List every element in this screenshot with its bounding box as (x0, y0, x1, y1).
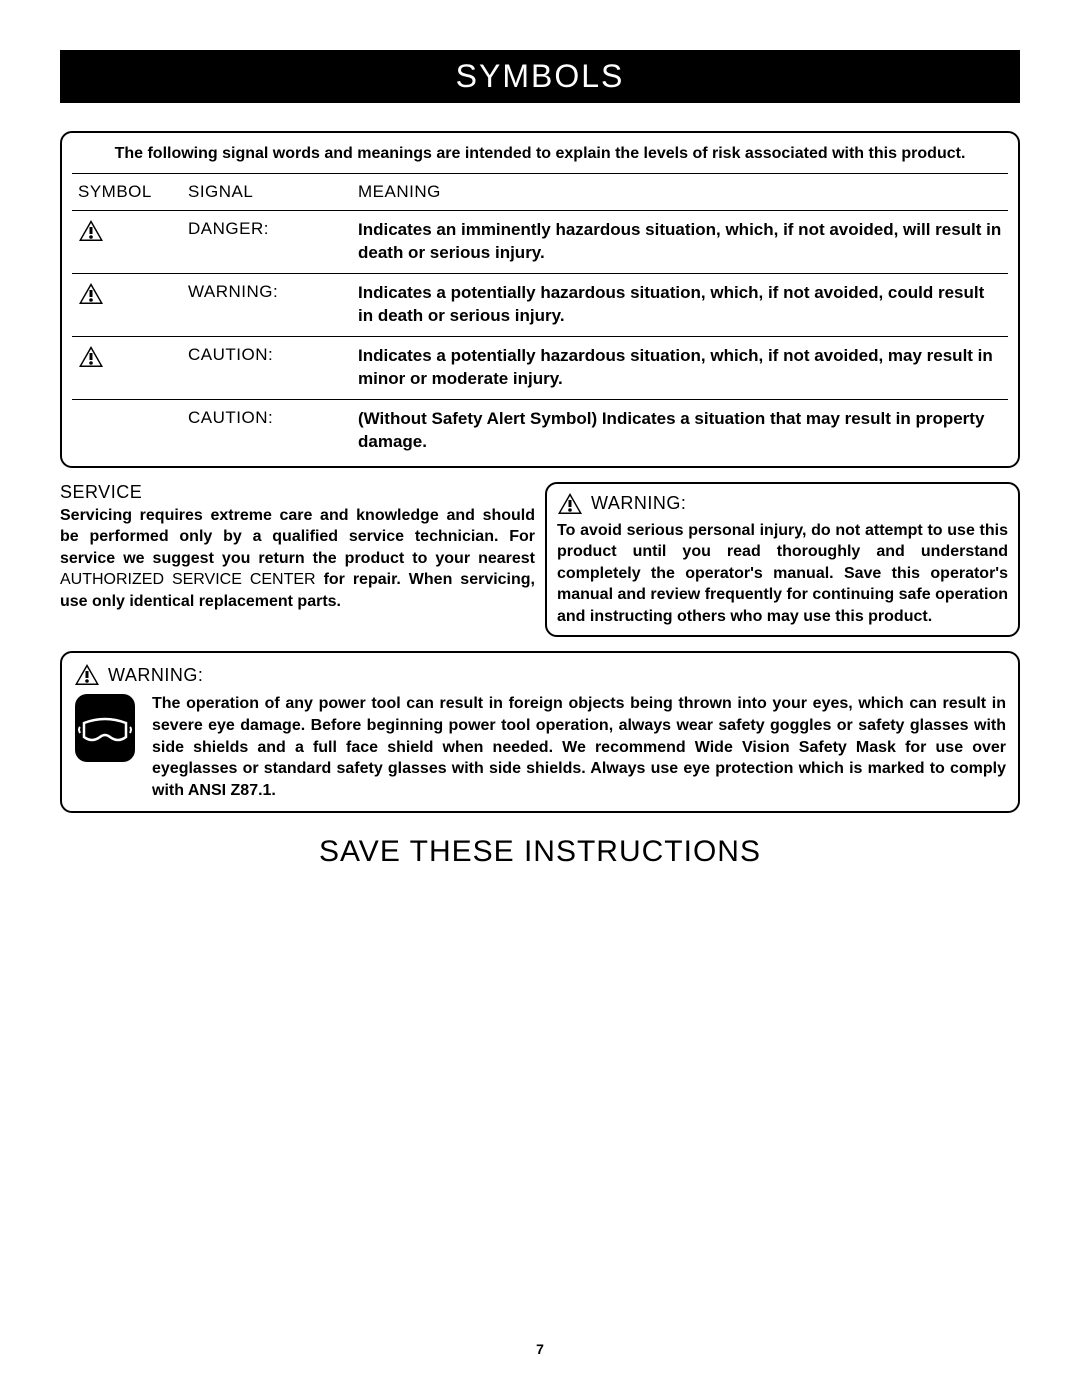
header-symbol: SYMBOL (72, 174, 182, 211)
warning-right-text: To avoid serious personal injury, do not… (557, 520, 1008, 628)
service-text-plain: AUTHORIZED SERVICE CENTER (60, 571, 324, 588)
table-row: CAUTION: Indicates a potentially hazardo… (72, 336, 1008, 399)
two-column-section: SERVICE Servicing requires extreme care … (60, 482, 1020, 638)
save-instructions: SAVE THESE INSTRUCTIONS (60, 835, 1020, 869)
alert-triangle-icon (74, 663, 100, 687)
meaning-cell: Indicates a potentially hazardous situat… (352, 336, 1008, 399)
warning-wide-box: WARNING: The operation of any power tool… (60, 651, 1020, 813)
alert-triangle-icon (557, 492, 583, 516)
alert-triangle-icon (78, 219, 104, 243)
warning-right-box: WARNING: To avoid serious personal injur… (545, 482, 1020, 638)
table-row: WARNING: Indicates a potentially hazardo… (72, 273, 1008, 336)
signal-cell: WARNING: (182, 273, 352, 336)
warning-right-head: WARNING: (557, 492, 1008, 516)
safety-goggles-icon (74, 693, 136, 763)
warning-right-label: WARNING: (591, 493, 686, 514)
symbols-table: SYMBOL SIGNAL MEANING DANGER: Indicates … (72, 173, 1008, 462)
service-section: SERVICE Servicing requires extreme care … (60, 482, 535, 613)
header-title: SYMBOLS (456, 58, 625, 94)
alert-triangle-icon (78, 345, 104, 369)
symbol-cell (72, 273, 182, 336)
signal-cell: DANGER: (182, 211, 352, 274)
table-row: CAUTION: (Without Safety Alert Symbol) I… (72, 399, 1008, 461)
meaning-cell: Indicates a potentially hazardous situat… (352, 273, 1008, 336)
meaning-cell: Indicates an imminently hazardous situat… (352, 211, 1008, 274)
warning-wide-head: WARNING: (74, 663, 1006, 687)
symbol-cell (72, 211, 182, 274)
signal-cell: CAUTION: (182, 336, 352, 399)
table-row: DANGER: Indicates an imminently hazardou… (72, 211, 1008, 274)
warning-wide-label: WARNING: (108, 665, 203, 686)
service-text: Servicing requires extreme care and know… (60, 505, 535, 613)
service-text-part1: Servicing requires extreme care and know… (60, 507, 535, 567)
symbol-cell (72, 399, 182, 461)
page-header: SYMBOLS (60, 50, 1020, 103)
table-header-row: SYMBOL SIGNAL MEANING (72, 174, 1008, 211)
meaning-cell: (Without Safety Alert Symbol) Indicates … (352, 399, 1008, 461)
page-number: 7 (0, 1341, 1080, 1357)
header-meaning: MEANING (352, 174, 1008, 211)
alert-triangle-icon (78, 282, 104, 306)
header-signal: SIGNAL (182, 174, 352, 211)
intro-text: The following signal words and meanings … (72, 141, 1008, 173)
service-title: SERVICE (60, 482, 535, 503)
warning-right-box-wrap: WARNING: To avoid serious personal injur… (545, 482, 1020, 638)
symbols-frame: The following signal words and meanings … (60, 131, 1020, 468)
warning-wide-body: The operation of any power tool can resu… (74, 693, 1006, 801)
warning-wide-text: The operation of any power tool can resu… (152, 693, 1006, 801)
symbol-cell (72, 336, 182, 399)
signal-cell: CAUTION: (182, 399, 352, 461)
